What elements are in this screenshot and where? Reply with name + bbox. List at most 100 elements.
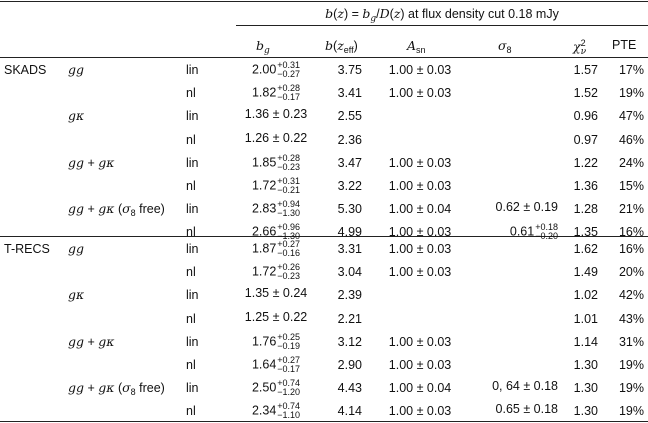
asn-value: 1.00 ± 0.03 — [388, 63, 452, 77]
sigma8-value: 0, 64 ± 0.18 — [492, 379, 558, 394]
model-label: gg — [68, 62, 85, 77]
bg-value: 1.76 +0.25 −0.19 — [251, 331, 301, 351]
chi2-value: 1.30 — [573, 404, 598, 419]
model-label: gκ — [68, 108, 85, 124]
chi2-value: 1.57 — [573, 63, 598, 77]
pte-value: 19% — [618, 86, 644, 101]
model-label: gg + gκ — [68, 154, 115, 170]
fit-type: nl — [186, 86, 196, 101]
bg-value: 1.25 ± 0.22 — [244, 309, 308, 324]
bg-value: 2.83 +0.94 −1.30 — [251, 199, 301, 219]
fit-type: nl — [186, 132, 196, 147]
group-label: T-RECS — [4, 242, 50, 256]
group-divider — [0, 236, 648, 237]
span-rule — [236, 25, 648, 26]
chi2-value: 1.52 — [573, 86, 598, 101]
bg-value: 1.36 ± 0.23 — [244, 107, 308, 122]
chi2-value: 1.36 — [573, 179, 598, 193]
bg-value: 1.82 +0.28 −0.17 — [251, 83, 301, 103]
top-rule — [0, 1, 648, 2]
pte-value: 19% — [618, 358, 644, 372]
pte-value: 42% — [618, 288, 644, 303]
pte-value: 16% — [618, 225, 644, 240]
bg-value: 1.64 +0.27 −0.17 — [251, 355, 301, 374]
bzeff-value: 3.75 — [337, 63, 362, 77]
col-header-bg: bg — [256, 38, 270, 56]
bg-value: 2.34 +0.74 −1.10 — [251, 401, 301, 421]
chi2-value: 1.01 — [573, 311, 598, 326]
fit-type: lin — [186, 242, 199, 256]
group-label: SKADS — [4, 63, 47, 77]
col-header-asn: Asn — [407, 38, 426, 55]
model-label: gκ — [68, 287, 85, 303]
col-header-chi2: χ2ν — [573, 38, 587, 57]
bzeff-value: 2.55 — [337, 109, 362, 124]
pte-value: 31% — [618, 334, 644, 349]
bzeff-value: 3.04 — [337, 265, 362, 280]
bg-value: 2.00 +0.31 −0.27 — [251, 60, 301, 79]
chi2-value: 1.28 — [573, 202, 598, 217]
fit-type: nl — [186, 311, 196, 326]
bg-value: 1.85 +0.28 −0.23 — [251, 152, 301, 172]
chi2-value: 1.30 — [573, 358, 598, 372]
sigma8-value: 0.61 +0.18 −0.20 — [509, 222, 558, 242]
bzeff-value: 3.31 — [337, 242, 362, 256]
bzeff-value: 3.22 — [337, 179, 362, 193]
fit-type: nl — [186, 179, 196, 193]
asn-value: 1.00 ± 0.03 — [388, 265, 452, 280]
model-label: gg + gκ (σ8 free) — [68, 201, 165, 219]
chi2-value: 1.62 — [573, 242, 598, 256]
pte-value: 15% — [618, 179, 644, 193]
bzeff-value: 2.36 — [337, 132, 362, 147]
bzeff-value: 4.99 — [337, 225, 362, 240]
sigma8-value: 0.65 ± 0.18 — [495, 402, 558, 417]
asn-value: 1.00 ± 0.03 — [388, 86, 452, 101]
model-label: gg — [68, 241, 85, 256]
asn-value: 1.00 ± 0.03 — [388, 155, 452, 170]
header-rule — [0, 57, 648, 58]
col-header-bzeff: b(zeff) — [325, 38, 358, 55]
fit-type: nl — [186, 404, 196, 419]
pte-value: 16% — [618, 242, 644, 256]
asn-value: 1.00 ± 0.03 — [388, 179, 452, 193]
pte-value: 43% — [618, 311, 644, 326]
pte-value: 47% — [618, 109, 644, 124]
bg-value: 2.66 +0.96 −1.30 — [251, 222, 301, 242]
bzeff-value: 2.21 — [337, 311, 362, 326]
fit-type: lin — [186, 202, 199, 217]
bzeff-value: 4.14 — [337, 404, 362, 419]
bzeff-value: 3.47 — [337, 155, 362, 170]
bzeff-value: 2.90 — [337, 358, 362, 372]
fit-type: nl — [186, 358, 196, 372]
bottom-rule — [0, 421, 648, 422]
chi2-value: 1.14 — [573, 334, 598, 349]
bg-value: 1.87 +0.27 −0.16 — [251, 239, 301, 258]
pte-value: 46% — [618, 132, 644, 147]
fit-type: lin — [186, 334, 199, 349]
sigma8-value: 0.62 ± 0.19 — [495, 200, 558, 215]
fit-type: nl — [186, 225, 196, 240]
bg-value: 1.72 +0.26 −0.23 — [251, 262, 301, 282]
pte-value: 19% — [618, 381, 644, 396]
asn-value: 1.00 ± 0.03 — [388, 334, 452, 349]
asn-value: 1.00 ± 0.03 — [388, 404, 452, 419]
bzeff-value: 5.30 — [337, 202, 362, 217]
bg-value: 2.50 +0.74 −1.20 — [251, 378, 301, 398]
bzeff-value: 2.39 — [337, 288, 362, 303]
bzeff-value: 3.12 — [337, 334, 362, 349]
fit-type: lin — [186, 381, 199, 396]
pte-value: 17% — [618, 63, 644, 77]
fit-type: lin — [186, 63, 199, 77]
chi2-value: 0.96 — [573, 109, 598, 124]
chi2-value: 1.35 — [573, 225, 598, 240]
col-header-pte: PTE — [612, 38, 637, 52]
pte-value: 24% — [618, 155, 644, 170]
fit-type: nl — [186, 265, 196, 280]
pte-value: 19% — [618, 404, 644, 419]
asn-value: 1.00 ± 0.04 — [388, 381, 452, 396]
bzeff-value: 4.43 — [337, 381, 362, 396]
asn-value: 1.00 ± 0.04 — [388, 202, 452, 217]
pte-value: 21% — [618, 202, 644, 217]
pte-value: 20% — [618, 265, 644, 280]
